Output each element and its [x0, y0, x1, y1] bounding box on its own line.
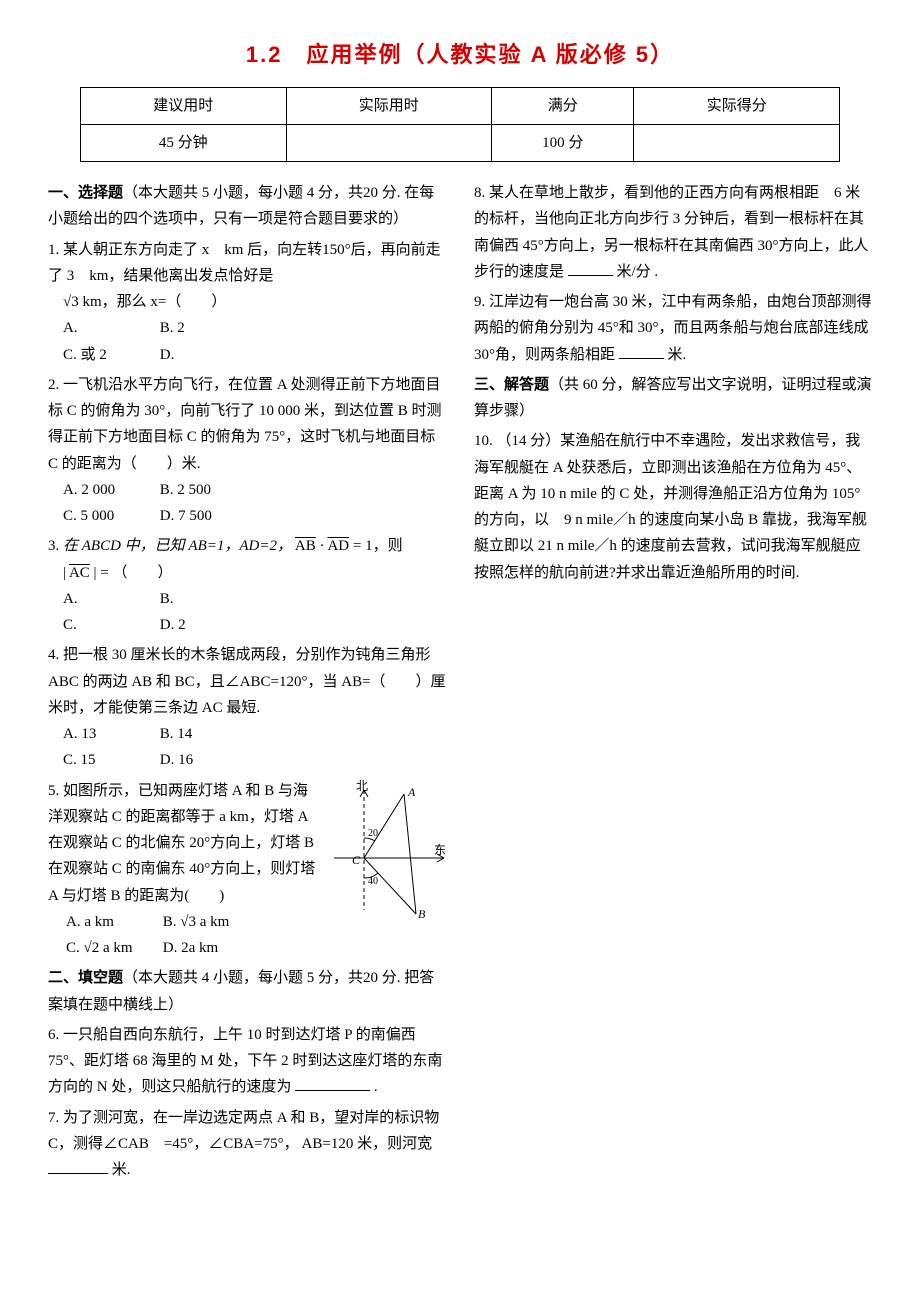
q4-num: 4. — [48, 647, 59, 663]
td-actual-score — [634, 124, 840, 161]
q4-opt-c: C. 15 — [63, 747, 156, 773]
q5-opt-a: A. a km — [66, 909, 159, 935]
th-suggested-time: 建议用时 — [81, 87, 287, 124]
th-actual-time: 实际用时 — [286, 87, 492, 124]
question-8: 8. 某人在草地上散步，看到他的正西方向有两根相距 6 米的标杆，当他向正北方向… — [474, 180, 872, 285]
q3-tail: （ ） — [113, 565, 173, 581]
page-title: 1.2 应用举例（人教实验 A 版必修 5） — [48, 36, 872, 75]
fig5-east: 东 — [434, 843, 446, 857]
q3-mag: | AC | = — [63, 565, 109, 581]
q3-opt-a: A. — [63, 586, 156, 612]
header-table: 建议用时 实际用时 满分 实际得分 45 分钟 100 分 — [80, 87, 840, 163]
fig5-C: C — [352, 853, 361, 867]
q9-num: 9. — [474, 294, 485, 310]
q9-tail: 米. — [668, 347, 687, 363]
q7-blank — [48, 1158, 108, 1174]
question-6: 6. 一只船自西向东航行，上午 10 时到达灯塔 P 的南偏西 75°、距灯塔 … — [48, 1022, 446, 1101]
q3-text-b: ，则 — [373, 538, 403, 554]
q4-opt-d: D. 16 — [160, 747, 253, 773]
q2-opt-b: B. 2 500 — [160, 477, 253, 503]
question-7: 7. 为了测河宽，在一岸边选定两点 A 和 B，望对岸的标识物 C，测得∠CAB… — [48, 1105, 446, 1184]
td-suggested-time: 45 分钟 — [81, 124, 287, 161]
q9-blank — [619, 343, 664, 359]
q6-text: 一只船自西向东航行，上午 10 时到达灯塔 P 的南偏西 75°、距灯塔 68 … — [48, 1027, 442, 1096]
section-2-heading: 二、填空题（本大题共 4 小题，每小题 5 分，共20 分. 把答案填在题中横线… — [48, 965, 446, 1018]
q2-opt-a: A. 2 000 — [63, 477, 156, 503]
section-1-heading: 一、选择题（本大题共 5 小题，每小题 4 分，共20 分. 在每小题给出的四个… — [48, 180, 446, 233]
q5-opt-b: B. √3 a km — [163, 909, 256, 935]
q1-text-a: 某人朝正东方向走了 x km 后，向左转150°后，再向前走了 3 km，结果他… — [48, 242, 441, 284]
q4-opt-b: B. 14 — [160, 721, 253, 747]
fig5-north: 北 — [356, 780, 368, 793]
q5-num: 5. — [48, 783, 59, 799]
q5-opt-d: D. 2a km — [163, 935, 256, 961]
q4-opt-a: A. 13 — [63, 721, 156, 747]
q7-num: 7. — [48, 1110, 59, 1126]
q7-tail: 米. — [112, 1162, 131, 1178]
q3-opt-c: C. — [63, 612, 156, 638]
q5-opt-c: C. √2 a km — [66, 935, 159, 961]
q5-text: 如图所示，已知两座灯塔 A 和 B 与海洋观察站 C 的距离都等于 a km，灯… — [48, 783, 315, 904]
q3-opt-d: D. 2 — [160, 612, 253, 638]
section-1-heading-bold: 一、选择题 — [48, 184, 123, 201]
question-10: 10. （14 分）某渔船在航行中不幸遇险，发出求救信号，我海军舰艇在 A 处获… — [474, 428, 872, 586]
th-full-score: 满分 — [492, 87, 634, 124]
q1-opt-d: D. — [160, 342, 253, 368]
section-3-heading-bold: 三、解答题 — [474, 376, 549, 393]
q3-num: 3. — [48, 538, 59, 554]
q8-blank — [568, 260, 613, 276]
fig5-ang1: 20 — [368, 828, 378, 839]
q3-opt-b: B. — [160, 586, 253, 612]
q2-text: 一飞机沿水平方向飞行，在位置 A 处测得正前下方地面目标 C 的俯角为 30°，… — [48, 377, 442, 472]
q5-figure: 北 东 A B C 20 40 — [326, 780, 446, 920]
question-9: 9. 江岸边有一炮台高 30 米，江中有两条船，由炮台顶部测得两船的俯角分别为 … — [474, 289, 872, 368]
q7-text-b: AB=120 米，则河宽 — [302, 1136, 433, 1152]
td-actual-time — [286, 124, 492, 161]
q3-text-a: 在 ABCD 中，已知 AB=1，AD=2， — [63, 538, 292, 554]
q8-num: 8. — [474, 185, 485, 201]
td-full-score: 100 分 — [492, 124, 634, 161]
fig5-ang2: 40 — [368, 876, 378, 887]
section-2-heading-bold: 二、填空题 — [48, 969, 123, 986]
table-row: 45 分钟 100 分 — [81, 124, 840, 161]
q6-tail: . — [374, 1079, 378, 1095]
q4-text: 把一根 30 厘米长的木条锯成两段，分别作为钝角三角形 ABC 的两边 AB 和… — [48, 647, 446, 716]
fig5-A: A — [407, 785, 416, 799]
q1-text-b: √3 km，那么 x=（ ） — [63, 294, 226, 310]
q3-vec-expr: AB · AD = 1 — [295, 538, 373, 554]
th-actual-score: 实际得分 — [634, 87, 840, 124]
question-5: 北 东 A B C 20 40 5. 如图所示，已知两座灯塔 A 和 B 与海洋… — [48, 778, 446, 962]
question-2: 2. 一飞机沿水平方向飞行，在位置 A 处测得正前下方地面目标 C 的俯角为 3… — [48, 372, 446, 530]
q1-num: 1. — [48, 242, 59, 258]
question-4: 4. 把一根 30 厘米长的木条锯成两段，分别作为钝角三角形 ABC 的两边 A… — [48, 642, 446, 773]
q1-opt-a: A. — [63, 315, 156, 341]
section-3-heading: 三、解答题（共 60 分，解答应写出文字说明，证明过程或演算步骤） — [474, 372, 872, 425]
q2-opt-d: D. 7 500 — [160, 503, 253, 529]
q2-opt-c: C. 5 000 — [63, 503, 156, 529]
q8-tail: 米/分 . — [617, 264, 659, 280]
q1-opt-b: B. 2 — [160, 315, 253, 341]
q6-blank — [295, 1075, 370, 1091]
fig5-B: B — [418, 907, 426, 920]
q2-num: 2. — [48, 377, 59, 393]
q6-num: 6. — [48, 1027, 59, 1043]
q8-text: 某人在草地上散步，看到他的正西方向有两根相距 6 米的标杆，当他向正北方向步行 … — [474, 185, 869, 280]
q10-text: （14 分）某渔船在航行中不幸遇险，发出求救信号，我海军舰艇在 A 处获悉后，立… — [474, 433, 867, 580]
question-3: 3. 在 ABCD 中，已知 AB=1，AD=2， AB · AD = 1，则 … — [48, 533, 446, 638]
question-1: 1. 某人朝正东方向走了 x km 后，向左转150°后，再向前走了 3 km，… — [48, 237, 446, 368]
table-row: 建议用时 实际用时 满分 实际得分 — [81, 87, 840, 124]
q10-num: 10. — [474, 433, 493, 449]
q1-opt-c: C. 或 2 — [63, 342, 156, 368]
